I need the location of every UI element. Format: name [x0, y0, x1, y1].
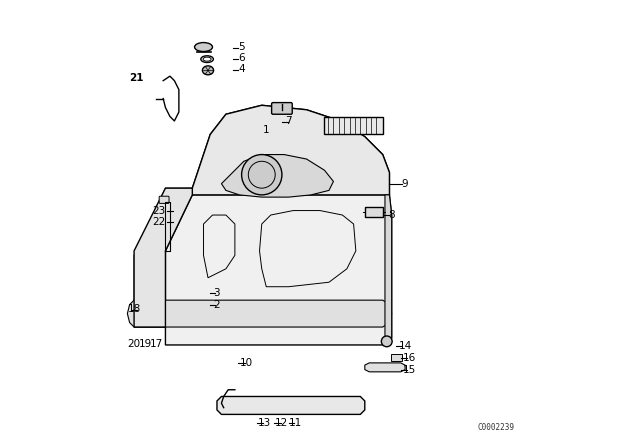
Text: 3: 3: [214, 289, 220, 298]
Text: 15: 15: [403, 365, 416, 375]
Polygon shape: [165, 195, 392, 345]
Polygon shape: [365, 363, 405, 372]
Text: 23: 23: [152, 206, 165, 215]
Polygon shape: [192, 105, 389, 195]
Text: 16: 16: [403, 353, 416, 363]
FancyBboxPatch shape: [271, 103, 292, 114]
Polygon shape: [217, 396, 365, 414]
FancyBboxPatch shape: [159, 196, 169, 203]
Text: 13: 13: [257, 418, 271, 428]
Circle shape: [381, 336, 392, 347]
Text: C0002239: C0002239: [478, 423, 515, 432]
Text: 12: 12: [275, 418, 289, 428]
Text: 1: 1: [263, 125, 269, 135]
Text: 22: 22: [152, 217, 165, 227]
Text: 18: 18: [127, 304, 141, 314]
Text: 11: 11: [289, 418, 302, 428]
Text: 21: 21: [129, 73, 143, 83]
Text: 6: 6: [238, 53, 245, 63]
Text: 7: 7: [285, 116, 292, 126]
Text: 20: 20: [127, 339, 141, 349]
Text: 2: 2: [214, 300, 220, 310]
Polygon shape: [134, 188, 192, 327]
Ellipse shape: [195, 43, 212, 52]
Text: 14: 14: [399, 341, 412, 351]
Polygon shape: [127, 300, 392, 327]
Polygon shape: [385, 195, 392, 338]
Bar: [391, 354, 402, 361]
Text: 5: 5: [238, 42, 245, 52]
Text: 9: 9: [402, 179, 408, 189]
Text: 17: 17: [150, 339, 163, 349]
Text: 8: 8: [388, 210, 395, 220]
Circle shape: [242, 155, 282, 195]
Text: 4: 4: [238, 65, 245, 74]
Bar: [365, 207, 383, 217]
Bar: [324, 117, 383, 134]
Ellipse shape: [202, 66, 214, 75]
Polygon shape: [221, 155, 333, 197]
Text: 19: 19: [139, 339, 152, 349]
Text: 10: 10: [239, 358, 253, 368]
